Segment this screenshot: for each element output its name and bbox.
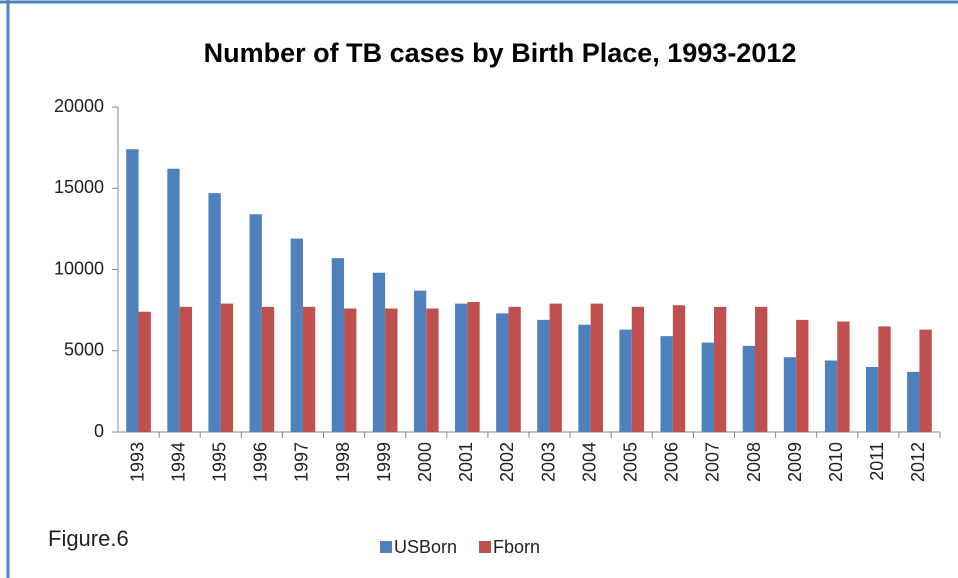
bar [138,311,151,432]
bar [742,345,756,432]
bar [290,238,303,432]
bar [467,302,480,432]
bar [878,326,891,432]
x-tick-label: 2008 [744,442,764,482]
x-tick-label: 2002 [497,442,517,482]
bar [549,303,562,432]
bar [701,342,714,432]
x-tick-label: 2003 [538,442,558,482]
legend-swatch [479,541,492,553]
x-tick-label: 1994 [168,442,188,482]
bar [126,149,139,432]
bar [179,306,192,432]
legend-label: USBorn [394,537,457,557]
x-tick-label: 1999 [374,442,394,482]
chart-title: Number of TB cases by Birth Place, 1993-… [204,38,797,68]
y-tick-label: 10000 [54,258,104,278]
x-tick-label: 1997 [292,442,312,482]
bar [208,193,221,432]
x-tick-label: 2005 [621,442,641,482]
bar [344,308,357,432]
bar [919,329,932,432]
bar [796,319,809,432]
bar [426,308,439,432]
bar [783,357,797,432]
x-tick-label: 2001 [456,442,476,482]
bar [261,306,275,432]
x-tick-label: 1993 [127,442,147,482]
x-tick-label: 1998 [333,442,353,482]
bar [619,329,632,432]
legend-swatch [380,541,392,553]
y-tick-label: 20000 [54,96,104,116]
bar [331,258,345,432]
bar [413,290,427,432]
x-tick-label: 2009 [785,442,805,482]
x-tick-label: 2000 [415,442,435,482]
bar [590,303,603,432]
bar [660,336,673,432]
x-tick-label: 2007 [703,442,723,482]
bar [824,360,838,432]
bar [755,306,768,432]
bar [455,303,468,432]
bar [713,306,727,432]
y-tick-label: 5000 [64,340,104,360]
bar [631,306,645,432]
x-tick-label: 2004 [579,442,599,482]
x-tick-label: 2012 [908,442,928,482]
bar [508,306,521,432]
bar [837,321,850,432]
bar [302,306,316,432]
bar [578,324,591,432]
y-tick-label: 0 [94,421,104,441]
bar [672,305,686,432]
x-tick-label: 2011 [867,442,887,481]
bar [385,308,398,432]
x-tick-label: 2006 [662,442,682,482]
bar [537,319,550,432]
bar [220,303,234,432]
bar [167,168,180,432]
y-tick-label: 15000 [54,177,104,197]
bar [866,367,879,432]
bar [372,272,386,432]
x-tick-label: 2010 [826,442,846,482]
annotation: Figure.6 [48,526,129,551]
bar [907,371,920,432]
x-tick-label: 1995 [210,442,230,482]
x-tick-label: 1996 [251,442,271,482]
bar [249,214,262,432]
bar [496,313,509,432]
legend-label: Fborn [493,537,540,557]
